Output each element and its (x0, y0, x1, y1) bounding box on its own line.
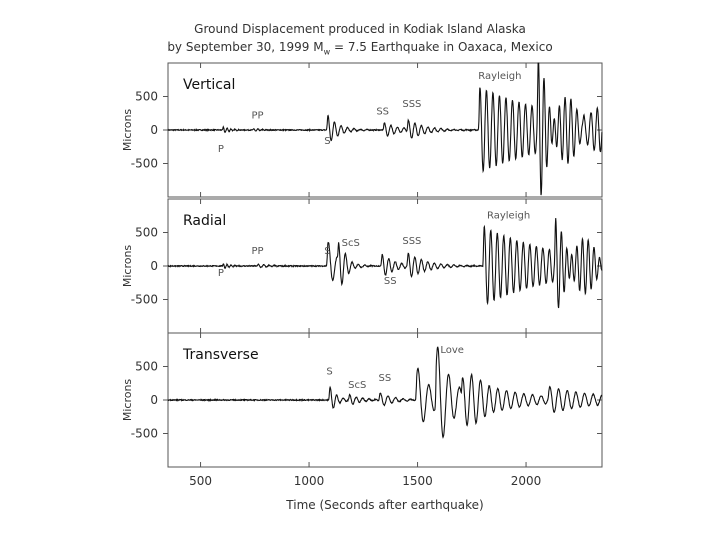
x-tick-label: 2000 (511, 474, 542, 488)
phase-label: S (324, 246, 330, 257)
phase-label: Rayleigh (487, 210, 530, 221)
y-tick-label: 500 (135, 90, 158, 104)
phase-label: SS (378, 373, 391, 384)
phase-label: PP (252, 111, 264, 122)
y-tick-label: 0 (150, 123, 158, 137)
title-line2-after: = 7.5 Earthquake in Oaxaca, Mexico (330, 40, 553, 54)
y-tick-label: 500 (135, 360, 158, 374)
x-tick-label: 500 (189, 474, 212, 488)
y-tick-label: -500 (131, 293, 158, 307)
panel-label-radial: Radial (183, 213, 226, 229)
phase-label: S (324, 136, 330, 147)
phase-label: Love (440, 345, 464, 356)
title-line2-before: by September 30, 1999 M (167, 40, 324, 54)
y-tick-label: -500 (131, 157, 158, 171)
seismogram-trace-radial (167, 218, 603, 309)
phase-label: Rayleigh (478, 71, 521, 82)
phase-label: SSS (402, 99, 421, 110)
chart-title-line2: by September 30, 1999 Mw = 7.5 Earthquak… (0, 40, 720, 56)
y-tick-label: 500 (135, 226, 158, 240)
phase-label: SS (376, 107, 389, 118)
y-axis-label: Microns (121, 245, 134, 288)
seismogram-trace-transverse (167, 346, 603, 439)
chart-title-line1: Ground Displacement produced in Kodiak I… (194, 22, 526, 36)
y-axis-label: Microns (121, 109, 134, 152)
phase-label: SS (384, 276, 397, 287)
y-tick-label: 0 (150, 259, 158, 273)
phase-label: ScS (342, 238, 360, 249)
phase-label: ScS (348, 380, 366, 391)
phase-label: P (218, 268, 224, 279)
x-axis-label: Time (Seconds after earthquake) (285, 498, 483, 512)
phase-label: SSS (402, 236, 421, 247)
phase-label: P (218, 144, 224, 155)
x-tick-label: 1000 (294, 474, 325, 488)
phase-label: S (326, 367, 332, 378)
y-axis-label: Microns (121, 379, 134, 422)
y-tick-label: -500 (131, 427, 158, 441)
y-tick-label: 0 (150, 393, 158, 407)
panel-label-transverse: Transverse (182, 347, 259, 363)
title-line2-sub: w (323, 47, 331, 57)
panel-label-vertical: Vertical (183, 77, 235, 93)
seismogram-trace-vertical (167, 62, 603, 196)
phase-label: PP (252, 246, 264, 257)
x-tick-label: 1500 (402, 474, 433, 488)
